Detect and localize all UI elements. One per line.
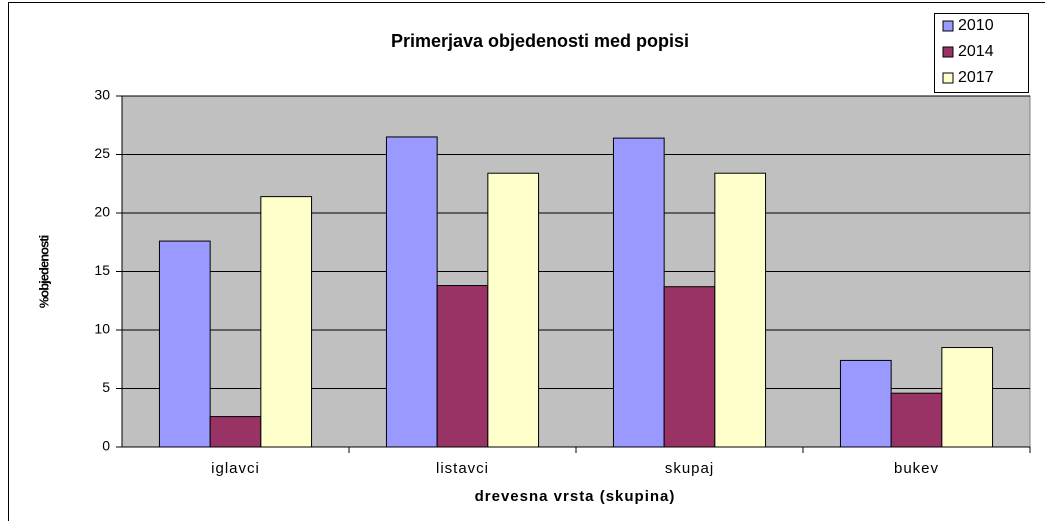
x-tick-label: listavci	[436, 460, 489, 477]
y-tick-label: 15	[94, 262, 110, 278]
chart-title: Primerjava objedenosti med popisi	[391, 31, 689, 51]
x-tick-label: skupaj	[665, 460, 714, 477]
bar	[158, 240, 211, 448]
bar	[663, 286, 716, 448]
bar	[714, 172, 767, 448]
x-axis-label: drevesna vrsta (skupina)	[475, 488, 676, 505]
x-tick-label: bukev	[894, 460, 939, 477]
bar	[487, 172, 540, 448]
y-axis-label: %objedenosti	[36, 235, 51, 308]
y-tick-label: 30	[94, 87, 110, 103]
bar	[890, 392, 943, 448]
legend-label: 2010	[958, 17, 994, 34]
bar	[941, 347, 994, 448]
y-tick-label: 25	[94, 145, 110, 161]
y-tick-label: 20	[94, 204, 110, 220]
bar	[839, 359, 892, 448]
bar	[436, 285, 489, 448]
legend-swatch	[942, 20, 954, 32]
legend-swatch	[942, 72, 954, 84]
y-tick-label: 0	[102, 438, 110, 454]
bar	[209, 416, 262, 448]
bar	[385, 136, 438, 448]
x-tick-label: iglavci	[211, 460, 260, 477]
legend-label: 2017	[958, 69, 994, 86]
bar	[612, 137, 665, 448]
y-tick-label: 5	[102, 379, 110, 395]
bar	[260, 196, 313, 448]
y-tick-label: 10	[94, 321, 110, 337]
legend-swatch	[942, 46, 954, 58]
legend-label: 2014	[958, 43, 994, 60]
